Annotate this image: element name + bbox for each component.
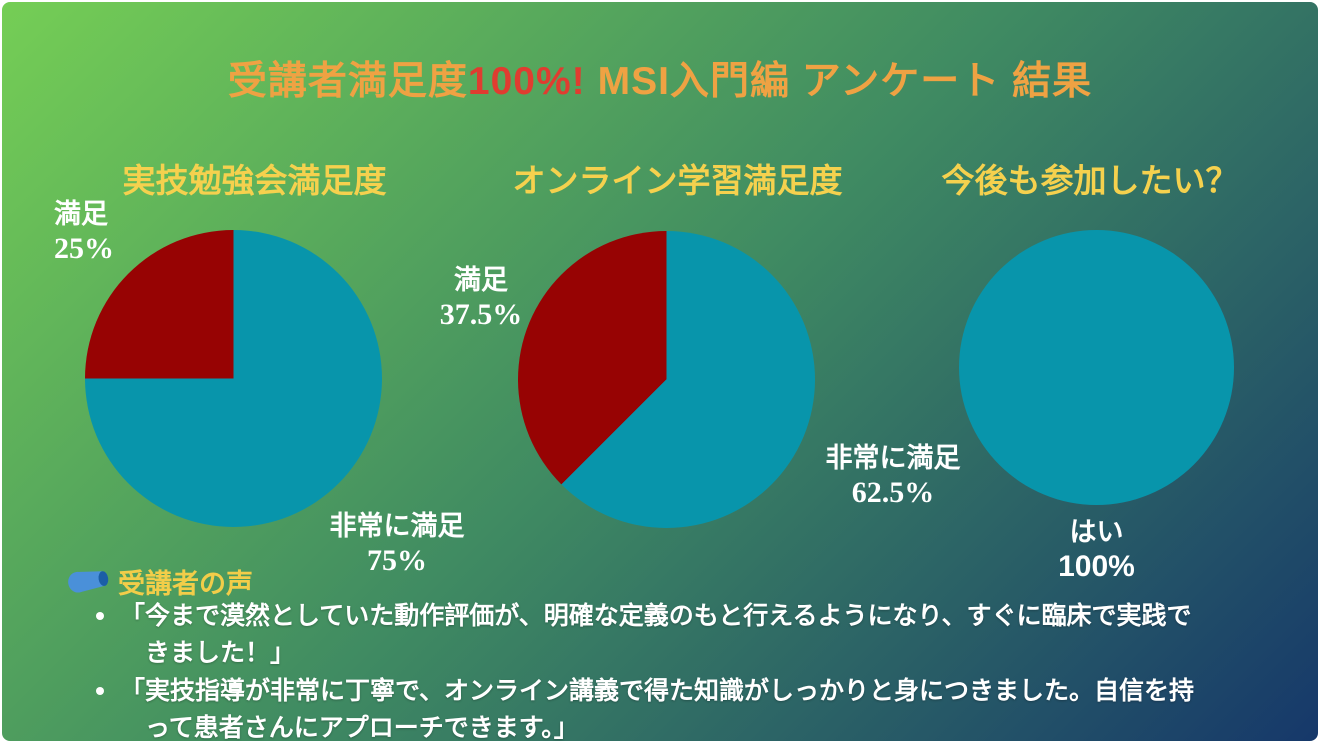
pie-practical-satisfaction bbox=[85, 230, 382, 527]
voice-quote: 「実技指導が非常に丁寧で、オンライン講義で得た知識がしっかりと身につきました。自… bbox=[120, 677, 1195, 742]
voices-list: 「今まで漠然としていた動作評価が、明確な定義のもと行えるようになり、すぐに臨床で… bbox=[90, 598, 1205, 742]
slice-name: 満足 bbox=[54, 199, 108, 229]
slice-name: 満足 bbox=[454, 265, 508, 295]
slice-percent: 37.5% bbox=[439, 297, 523, 331]
slice-label-practical-very-satisfied: 非常に満足 75% bbox=[317, 510, 477, 580]
slice-label-participate-yes: はい 100% bbox=[1019, 516, 1174, 586]
megaphone-icon bbox=[68, 571, 109, 593]
slice-label-practical-satisfied: 満足 25% bbox=[54, 198, 114, 268]
voice-item: 「実技指導が非常に丁寧で、オンライン講義で得た知識がしっかりと身につきました。自… bbox=[90, 673, 1205, 742]
chart-title-online: オンライン学習満足度 bbox=[512, 162, 843, 199]
slice-label-online-very-satisfied: 非常に満足 62.5% bbox=[814, 442, 972, 512]
page-title: 受講者満足度100%! MSI入門編 アンケート 結果 bbox=[2, 50, 1318, 106]
slice-name: 非常に満足 bbox=[825, 443, 961, 473]
page-title-highlight: 100%! bbox=[467, 60, 586, 103]
slice-percent: 62.5% bbox=[851, 475, 935, 509]
voice-quote: 「今まで漠然としていた動作評価が、明確な定義のもと行えるようになり、すぐに臨床で… bbox=[120, 602, 1192, 667]
pie-online-satisfaction bbox=[518, 231, 815, 528]
slice-name: はい bbox=[1069, 517, 1124, 547]
slice-percent: 25% bbox=[54, 231, 114, 265]
voice-item: 「今まで漠然としていた動作評価が、明確な定義のもと行えるようになり、すぐに臨床で… bbox=[90, 598, 1205, 671]
slice-name: 非常に満足 bbox=[329, 511, 465, 541]
slice-percent: 100% bbox=[1058, 549, 1135, 583]
chart-title-participate: 今後も参加したい？ bbox=[941, 162, 1239, 199]
slice-percent: 75% bbox=[367, 543, 427, 577]
slice-label-online-satisfied: 満足 37.5% bbox=[425, 264, 537, 334]
voices-heading: 受講者の声 bbox=[118, 569, 253, 599]
page-title-suffix: MSI入門編 アンケート 結果 bbox=[597, 60, 1093, 103]
page-title-prefix: 受講者満足度 bbox=[227, 60, 468, 103]
pie-participate-again bbox=[959, 230, 1234, 505]
chart-title-practical: 実技勉強会満足度 bbox=[122, 162, 387, 199]
